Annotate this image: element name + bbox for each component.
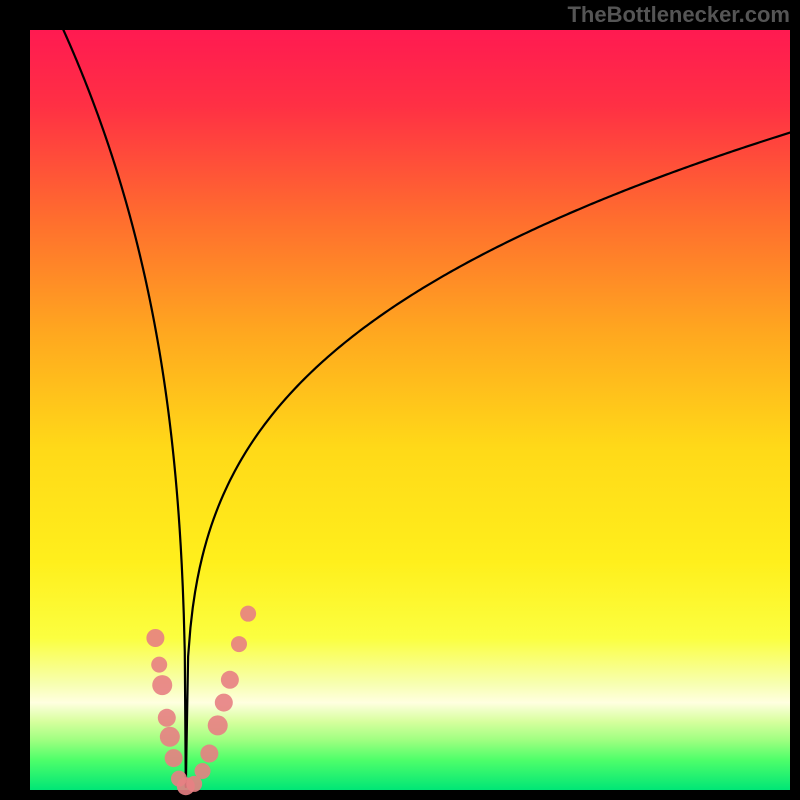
bottleneck-chart <box>0 0 800 800</box>
watermark-text: TheBottlenecker.com <box>567 2 790 28</box>
chart-container: { "watermark": { "text": "TheBottlenecke… <box>0 0 800 800</box>
